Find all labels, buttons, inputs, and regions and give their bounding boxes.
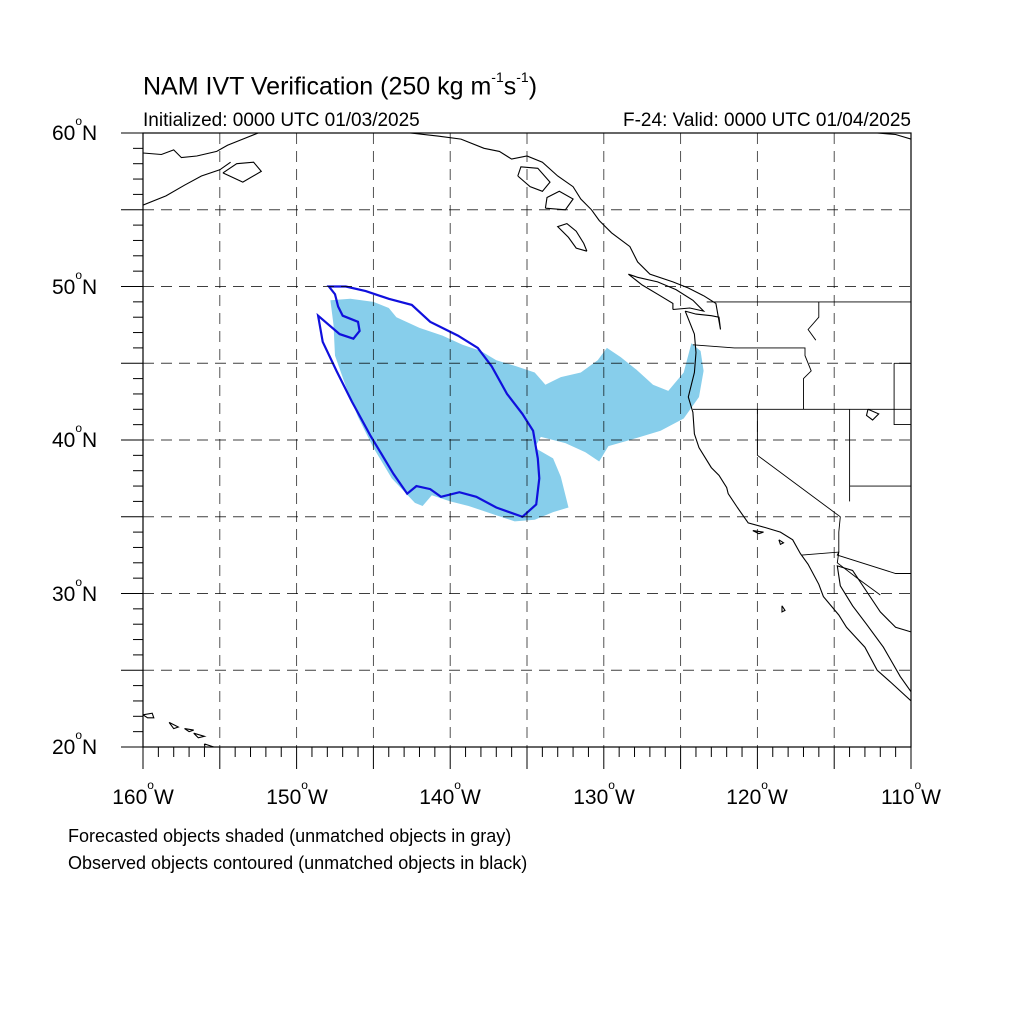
lon-label-110w: 110oW — [881, 778, 941, 809]
coastline-13 — [168, 721, 180, 730]
coastline-9 — [143, 161, 231, 206]
lon-label-160w: 160oW — [112, 778, 174, 809]
coastline-19 — [781, 605, 786, 613]
coastline-0 — [684, 310, 911, 702]
lon-label-140w: 140oW — [419, 778, 481, 809]
border-line-3 — [756, 409, 841, 553]
coastline-6 — [517, 166, 551, 192]
lon-label-150w: 150oW — [266, 778, 328, 809]
border-line-5 — [807, 301, 820, 341]
lat-label-60n: 60oN — [52, 114, 98, 145]
initialized-time: Initialized: 0000 UTC 01/03/2025 — [143, 110, 420, 131]
figure-title: NAM IVT Verification (250 kg m-1s-1) — [143, 69, 538, 101]
observed-object-contour — [316, 285, 541, 519]
coastline-11 — [877, 133, 911, 140]
border-line-10 — [836, 552, 881, 596]
forecast-object-shading — [330, 298, 704, 522]
coastline-2 — [685, 295, 722, 330]
lat-label-30n: 30oN — [52, 575, 98, 606]
axis-ticks — [121, 132, 912, 769]
coastline-8 — [143, 133, 259, 159]
coastline-7 — [544, 190, 574, 211]
border-line-8 — [893, 363, 911, 426]
lat-label-50n: 50oN — [52, 268, 98, 299]
coastline-14 — [184, 728, 194, 733]
lon-label-120w: 120oW — [726, 778, 788, 809]
lat-lon-grid — [143, 133, 911, 747]
coastline-17 — [752, 530, 764, 535]
coastlines — [143, 133, 911, 747]
coastline-18 — [778, 539, 785, 546]
border-line-1 — [692, 344, 812, 410]
valid-time: F-24: Valid: 0000 UTC 01/04/2025 — [623, 110, 911, 131]
lat-label-40n: 40oN — [52, 421, 98, 452]
footer-observed-note: Observed objects contoured (unmatched ob… — [68, 853, 528, 873]
coastline-5 — [556, 222, 588, 252]
lon-label-130w: 130oW — [573, 778, 635, 809]
footer-forecast-note: Forecasted objects shaded (unmatched obj… — [68, 826, 512, 846]
lat-label-20n: 20oN — [52, 728, 98, 759]
political-borders — [692, 301, 911, 596]
coastline-1 — [836, 565, 911, 693]
coastline-3 — [396, 133, 704, 297]
coastline-15 — [193, 732, 207, 739]
coastline-12 — [143, 712, 155, 719]
border-line-4 — [801, 551, 911, 574]
coastline-20 — [865, 408, 880, 421]
coastline-10 — [222, 161, 263, 183]
coastline-4 — [628, 273, 706, 313]
